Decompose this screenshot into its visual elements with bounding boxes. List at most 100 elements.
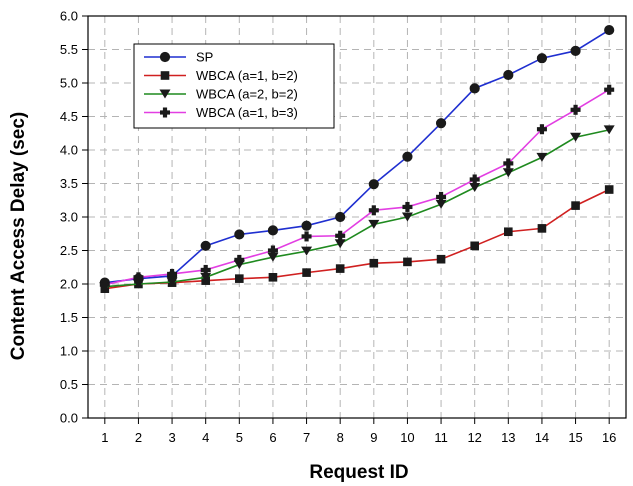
data-point xyxy=(536,152,548,162)
data-point xyxy=(570,45,581,56)
data-point xyxy=(435,199,447,209)
x-tick-label: 16 xyxy=(602,430,616,445)
y-tick-label: 1.5 xyxy=(60,310,78,325)
data-point xyxy=(301,220,312,231)
legend-label: WBCA (a=2, b=2) xyxy=(196,87,298,102)
data-point xyxy=(604,185,614,194)
x-axis-title: Request ID xyxy=(309,462,408,483)
x-tick-label: 12 xyxy=(467,430,481,445)
data-point xyxy=(571,201,580,210)
data-point xyxy=(267,225,279,236)
y-tick-label: 3.0 xyxy=(60,210,78,225)
data-point xyxy=(435,118,447,129)
data-point xyxy=(469,183,481,193)
data-point xyxy=(536,53,548,64)
data-point xyxy=(268,273,278,282)
data-point xyxy=(368,205,379,216)
y-tick-label: 0.0 xyxy=(60,411,78,426)
data-point xyxy=(166,277,178,287)
data-point xyxy=(436,254,446,264)
data-point xyxy=(99,279,110,290)
data-point xyxy=(470,241,479,251)
data-point xyxy=(570,104,581,115)
data-point xyxy=(502,168,514,178)
data-point xyxy=(403,257,412,267)
data-point xyxy=(234,254,245,265)
y-tick-label: 2.0 xyxy=(60,277,78,292)
x-tick-label: 2 xyxy=(135,430,142,445)
legend-marker xyxy=(160,107,170,118)
legend-entry: WBCA (a=2, b=2) xyxy=(144,87,298,102)
data-point xyxy=(200,272,212,282)
x-tick-label: 1 xyxy=(101,430,108,445)
data-point xyxy=(301,231,312,242)
data-point xyxy=(267,245,278,256)
data-point xyxy=(604,24,615,36)
series-line xyxy=(104,29,610,284)
series-line xyxy=(104,89,610,286)
data-point xyxy=(537,224,547,233)
x-tick-label: 3 xyxy=(168,430,175,445)
data-point xyxy=(167,268,178,279)
data-point xyxy=(335,264,345,273)
x-tick-label: 10 xyxy=(400,430,414,445)
x-tick-label: 8 xyxy=(337,430,344,445)
data-point xyxy=(603,125,615,135)
y-tick-label: 5.0 xyxy=(60,76,78,91)
legend-marker xyxy=(159,51,171,63)
data-point xyxy=(536,124,547,135)
data-point xyxy=(133,272,144,283)
x-tick-label: 11 xyxy=(434,430,448,445)
y-tick-label: 4.5 xyxy=(60,109,78,124)
y-tick-label: 4.0 xyxy=(60,143,78,158)
data-point xyxy=(469,174,480,185)
legend: SP WBCA (a=1, b=2) WBCA (a=2, b=2) WBCA (a=… xyxy=(133,43,335,129)
legend-entry: SP xyxy=(144,50,213,65)
data-point xyxy=(335,230,346,241)
data-point xyxy=(267,252,279,262)
y-tick-label: 1.0 xyxy=(60,344,78,359)
legend-marker xyxy=(159,89,171,99)
y-tick-label: 2.5 xyxy=(60,243,78,258)
data-point xyxy=(235,274,244,283)
x-tick-label: 5 xyxy=(236,430,243,445)
y-tick-label: 6.0 xyxy=(60,9,78,24)
data-point xyxy=(570,132,582,142)
data-point xyxy=(436,191,447,202)
data-point xyxy=(335,211,346,223)
series-line xyxy=(104,188,610,290)
series-layer xyxy=(99,24,615,293)
series-0 xyxy=(99,24,615,288)
data-point xyxy=(200,264,211,275)
y-tick-label: 0.5 xyxy=(60,377,78,392)
data-point xyxy=(368,219,380,229)
data-point xyxy=(200,240,211,251)
data-point xyxy=(368,179,379,190)
series-3 xyxy=(99,84,615,290)
x-tick-label: 15 xyxy=(568,430,582,445)
axis-layer: 0.0 0.5 1.0 1.5 2.0 2.5 3.0 3.5 4.0 4.5 5.0 5.5 6.0 1… xyxy=(60,9,627,445)
data-point xyxy=(503,158,514,169)
legend-entry: WBCA (a=1, b=2) xyxy=(144,68,298,83)
data-point xyxy=(401,212,413,222)
data-point xyxy=(469,83,480,94)
data-point xyxy=(503,69,514,81)
legend-entry: WBCA (a=1, b=3) xyxy=(144,105,298,120)
x-tick-label: 13 xyxy=(501,430,515,445)
y-axis-title: Content Access Delay (sec) xyxy=(8,112,29,361)
data-point xyxy=(369,258,379,268)
series-line xyxy=(104,129,610,288)
x-tick-label: 14 xyxy=(535,430,549,445)
data-point xyxy=(234,229,245,240)
data-point xyxy=(402,151,413,162)
y-tick-label: 5.5 xyxy=(60,42,78,57)
legend-label: WBCA (a=1, b=3) xyxy=(196,105,298,120)
data-point xyxy=(504,227,513,237)
data-point xyxy=(334,239,346,249)
data-point xyxy=(301,246,313,256)
plot-frame xyxy=(87,15,627,419)
x-tick-label: 4 xyxy=(202,430,209,445)
data-point xyxy=(132,279,144,289)
